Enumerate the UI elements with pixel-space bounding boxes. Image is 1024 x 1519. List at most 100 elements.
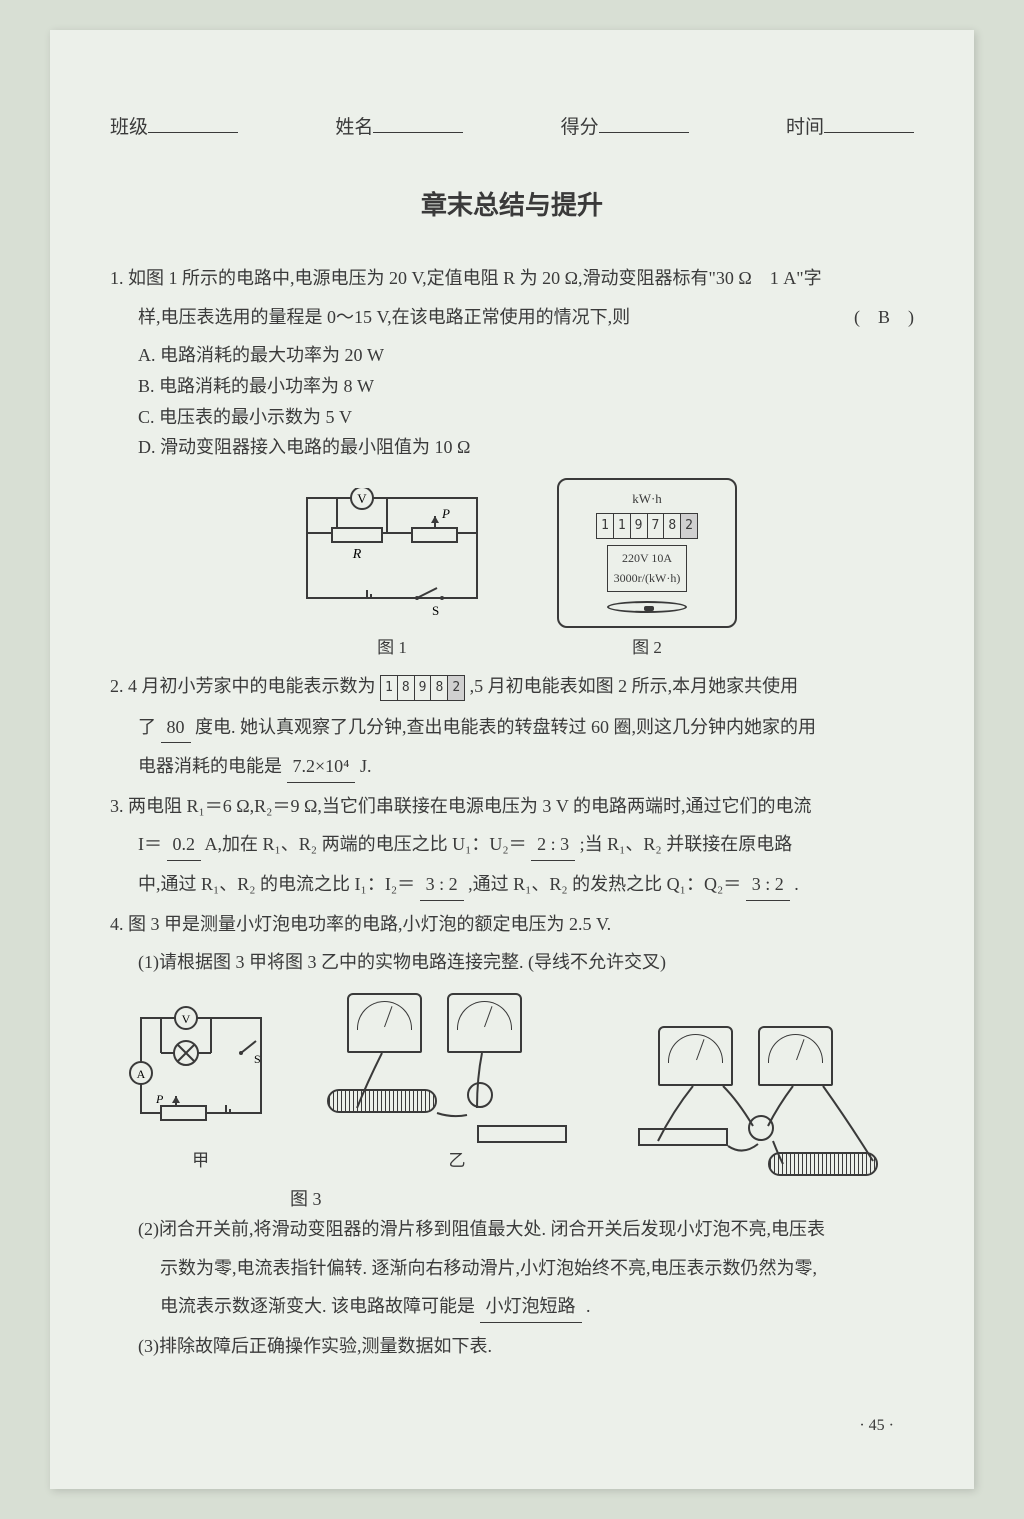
q2-ans2[interactable]: 7.2×10⁴ xyxy=(287,751,356,783)
q3-ans3[interactable]: 3 : 2 xyxy=(420,869,464,901)
q4-ans[interactable]: 小灯泡短路 xyxy=(480,1291,582,1323)
q3-ans1[interactable]: 0.2 xyxy=(167,829,202,861)
figure-3-row: V A S P 甲 xyxy=(110,993,914,1176)
header-row: 班级 姓名 得分 时间 xyxy=(110,110,914,144)
fig2-caption: 图 2 xyxy=(557,634,737,663)
wires-right xyxy=(638,1026,908,1176)
q2-stem-e: 电器消耗的电能是 xyxy=(138,756,282,776)
apparatus-yi xyxy=(327,993,587,1143)
q3-stem-g: . xyxy=(794,874,799,894)
digit: 1 xyxy=(381,676,398,700)
figure-3-yi: 乙 xyxy=(327,993,587,1176)
slider-label: P xyxy=(441,506,450,521)
figure-3-right xyxy=(638,1026,898,1176)
q2-line2: 了 80 度电. 她认真观察了几分钟,查出电能表的转盘转过 60 圈,则这几分钟… xyxy=(110,712,914,744)
fig1-caption: 图 1 xyxy=(287,634,497,663)
meter-reading: 1 1 9 7 8 2 xyxy=(596,513,698,539)
digit: 8 xyxy=(431,676,448,700)
class-field[interactable]: 班级 xyxy=(110,110,238,144)
circuit-jia-svg: V A S P xyxy=(126,1003,276,1133)
time-label: 时间 xyxy=(786,112,824,144)
meter-rate: 3000r/(kW·h) xyxy=(614,568,681,588)
question-2: 2. 4 月初小芳家中的电能表示数为 1 8 9 8 2 ,5 月初电能表如图 … xyxy=(110,671,914,704)
voltmeter-label: V xyxy=(357,491,367,506)
figure-3-jia: V A S P 甲 xyxy=(126,1003,276,1175)
q2-reading: 1 8 9 8 2 xyxy=(380,675,465,701)
score-field[interactable]: 得分 xyxy=(561,110,689,144)
q3-stem-e: 中,通过 R₁、R₂ 的电流之比 I₁：I₂＝ xyxy=(138,874,415,894)
svg-text:V: V xyxy=(181,1012,190,1026)
digit: 1 xyxy=(614,514,631,538)
worksheet-page: 班级 姓名 得分 时间 章末总结与提升 1. 如图 1 所示的电路中,电源电压为… xyxy=(50,30,974,1489)
figure-row-1-2: V R P S 图 1 xyxy=(110,478,914,663)
digit: 2 xyxy=(681,514,697,538)
q4-p2c: 电流表示数逐渐变大. 该电路故障可能是 xyxy=(160,1296,475,1316)
question-4: 4. 图 3 甲是测量小灯泡电功率的电路,小灯泡的额定电压为 2.5 V. xyxy=(110,909,914,940)
name-field[interactable]: 姓名 xyxy=(335,110,463,144)
digit: 8 xyxy=(398,676,415,700)
page-number: · 45 · xyxy=(859,1412,894,1439)
q2-ans1[interactable]: 80 xyxy=(161,712,191,744)
name-blank[interactable] xyxy=(373,110,463,133)
class-blank[interactable] xyxy=(148,110,238,133)
q3-stem-d: ;当 R₁、R₂ 并联接在原电路 xyxy=(580,834,793,854)
score-blank[interactable] xyxy=(599,110,689,133)
q2-stem-d: 度电. 她认真观察了几分钟,查出电能表的转盘转过 60 圈,则这几分钟内她家的用 xyxy=(195,717,816,737)
q4-p2a: (2)闭合开关前,将滑动变阻器的滑片移到阻值最大处. 闭合开关后发现小灯泡不亮,… xyxy=(110,1214,914,1245)
meter-spec-box: 220V 10A 3000r/(kW·h) xyxy=(607,545,688,592)
q1-line2: 样,电压表选用的量程是 0～15 V,在该电路正常使用的情况下,则 ( B ) xyxy=(110,302,914,333)
q2-line3: 电器消耗的电能是 7.2×10⁴ J. xyxy=(110,751,914,783)
q3-stem-c: A,加在 R₁、R₂ 两端的电压之比 U₁：U₂＝ xyxy=(205,834,527,854)
q4-p2d: . xyxy=(586,1296,591,1316)
q2-stem-c: 了 xyxy=(138,717,156,737)
meter-kwh-label: kW·h xyxy=(567,488,727,510)
q2-stem-b: ,5 月初电能表如图 2 所示,本月她家共使用 xyxy=(470,676,799,696)
q3-stem-a: 3. 两电阻 R₁＝6 Ω,R₂＝9 Ω,当它们串联接在电源电压为 3 V 的电… xyxy=(110,796,812,816)
wires-yi xyxy=(327,993,587,1143)
time-field[interactable]: 时间 xyxy=(786,110,914,144)
time-blank[interactable] xyxy=(824,110,914,133)
yi-caption: 乙 xyxy=(327,1147,587,1176)
q4-p2b: 示数为零,电流表指针偏转. 逐渐向右移动滑片,小灯泡始终不亮,电压表示数仍然为零… xyxy=(110,1253,914,1284)
digit: 9 xyxy=(631,514,648,538)
page-title: 章末总结与提升 xyxy=(110,184,914,228)
digit: 7 xyxy=(648,514,665,538)
q1-stem-b: 样,电压表选用的量程是 0～15 V,在该电路正常使用的情况下,则 xyxy=(138,307,630,327)
q3-stem-b: I＝ xyxy=(138,834,162,854)
q3-line3: 中,通过 R₁、R₂ 的电流之比 I₁：I₂＝ 3 : 2 ,通过 R₁、R₂ … xyxy=(110,869,914,901)
figure-1: V R P S 图 1 xyxy=(287,488,497,662)
question-1: 1. 如图 1 所示的电路中,电源电压为 20 V,定值电阻 R 为 20 Ω,… xyxy=(110,263,914,294)
q3-ans2[interactable]: 2 : 3 xyxy=(531,829,575,861)
score-label: 得分 xyxy=(561,112,599,144)
q3-ans4[interactable]: 3 : 2 xyxy=(746,869,790,901)
svg-text:S: S xyxy=(254,1052,261,1066)
figure-2: kW·h 1 1 9 7 8 2 220V 10A 3000r/(kW·h) 图… xyxy=(557,478,737,663)
circuit-diagram-1: V R P S xyxy=(287,488,497,618)
q4-p1: (1)请根据图 3 甲将图 3 乙中的实物电路连接完整. (导线不允许交叉) xyxy=(110,947,914,978)
svg-text:P: P xyxy=(155,1092,164,1106)
meter-dial xyxy=(607,601,687,613)
q1-answer-paren: ( B ) xyxy=(854,302,914,333)
digit: 2 xyxy=(448,676,464,700)
q1-optD: D. 滑动变阻器接入电路的最小阻值为 10 Ω xyxy=(110,432,914,463)
jia-caption: 甲 xyxy=(126,1147,276,1176)
resistor-label: R xyxy=(352,547,362,562)
fig3-caption: 图 3 xyxy=(110,1184,914,1215)
q1-stem-a: 1. 如图 1 所示的电路中,电源电压为 20 V,定值电阻 R 为 20 Ω,… xyxy=(110,268,822,288)
switch-label: S xyxy=(432,603,439,618)
q3-stem-f: ,通过 R₁、R₂ 的发热之比 Q₁：Q₂＝ xyxy=(468,874,741,894)
digit: 9 xyxy=(415,676,432,700)
q1-answer: B xyxy=(878,307,890,327)
q1-optC: C. 电压表的最小示数为 5 V xyxy=(110,402,914,433)
question-3: 3. 两电阻 R₁＝6 Ω,R₂＝9 Ω,当它们串联接在电源电压为 3 V 的电… xyxy=(110,791,914,822)
q1-optB: B. 电路消耗的最小功率为 8 W xyxy=(110,371,914,402)
energy-meter: kW·h 1 1 9 7 8 2 220V 10A 3000r/(kW·h) xyxy=(557,478,737,628)
class-label: 班级 xyxy=(110,112,148,144)
q2-unit: J. xyxy=(360,756,372,776)
digit: 1 xyxy=(597,514,614,538)
q4-p3: (3)排除故障后正确操作实验,测量数据如下表. xyxy=(110,1331,914,1362)
q3-line2: I＝ 0.2 A,加在 R₁、R₂ 两端的电压之比 U₁：U₂＝ 2 : 3 ;… xyxy=(110,829,914,861)
apparatus-right xyxy=(638,1026,898,1176)
q1-optA: A. 电路消耗的最大功率为 20 W xyxy=(110,340,914,371)
name-label: 姓名 xyxy=(335,112,373,144)
